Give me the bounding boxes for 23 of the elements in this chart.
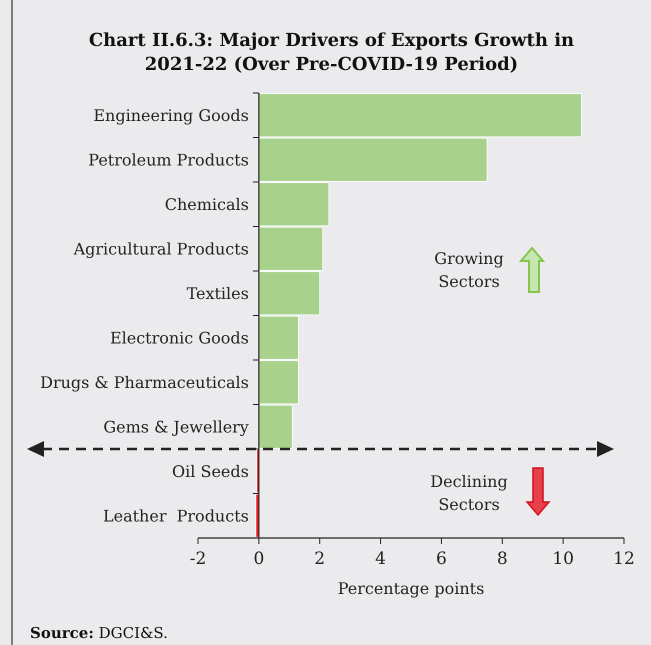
- y-tick-label: Leather Products: [103, 506, 249, 526]
- chart-title: Chart II.6.3: Major Drivers of Exports Growth in 2021-22 (Over Pre-COVID-19 Period): [88, 30, 574, 75]
- x-tick-label: 10: [552, 549, 574, 569]
- x-tick-label: 6: [436, 549, 447, 569]
- y-tick-label: Engineering Goods: [93, 106, 249, 125]
- y-tick-label: Petroleum Products: [88, 150, 249, 170]
- y-tick-label: Gems & Jewellery: [103, 417, 249, 436]
- y-tick-label: Electronic Goods: [110, 328, 249, 348]
- y-tick-label: Agricultural Products: [72, 239, 249, 258]
- source-note: Source: DGCI&S.: [30, 624, 168, 642]
- x-tick-label: 12: [613, 549, 635, 569]
- y-tick-label: Textiles: [186, 284, 249, 303]
- y-tick-label: Oil Seeds: [172, 462, 249, 481]
- annotation: Growing Sectors: [434, 249, 504, 291]
- x-tick-label: 4: [375, 549, 386, 569]
- x-tick-label: 8: [496, 549, 508, 569]
- annotation: Declining Sectors: [430, 472, 508, 514]
- y-tick-label: Chemicals: [164, 194, 249, 214]
- x-tick-label: 0: [253, 549, 264, 569]
- x-tick-label: 2: [314, 549, 326, 569]
- y-tick-label: Drugs & Pharmaceuticals: [40, 372, 249, 392]
- x-axis-title: Percentage points: [338, 579, 484, 598]
- x-tick-label: -2: [190, 549, 206, 569]
